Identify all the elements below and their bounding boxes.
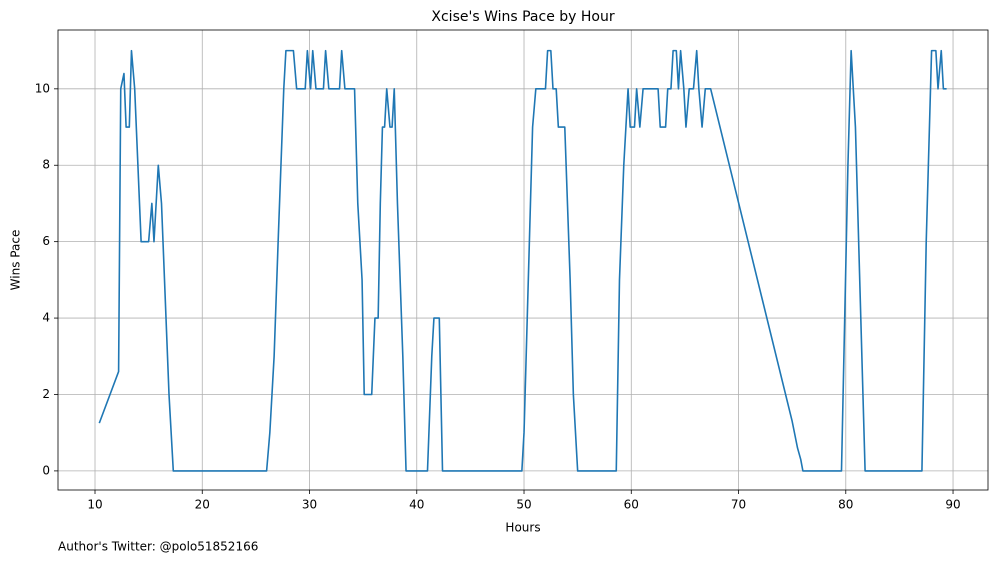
x-axis-label: Hours [505, 521, 540, 535]
y-tick-label: 10 [35, 81, 50, 95]
x-tick-label: 30 [302, 498, 317, 512]
y-tick-label: 2 [42, 387, 50, 401]
x-tick-label: 90 [945, 498, 960, 512]
annotation: Author's Twitter: @polo51852166 [58, 540, 258, 554]
y-tick-label: 8 [42, 158, 50, 172]
x-tick-label: 40 [409, 498, 424, 512]
x-tick-label: 20 [195, 498, 210, 512]
y-tick-label: 6 [42, 234, 50, 248]
x-tick-label: 50 [516, 498, 531, 512]
chart-title: Xcise's Wins Pace by Hour [431, 9, 614, 25]
y-tick-label: 0 [42, 463, 50, 477]
x-tick-label: 60 [624, 498, 639, 512]
y-axis-label: Wins Pace [9, 230, 23, 291]
x-tick-label: 70 [731, 498, 746, 512]
y-tick-label: 4 [42, 311, 50, 325]
data-line [98, 49, 947, 472]
x-tick-label: 10 [87, 498, 102, 512]
x-tick-label: 80 [838, 498, 853, 512]
plot-frame [57, 29, 989, 491]
